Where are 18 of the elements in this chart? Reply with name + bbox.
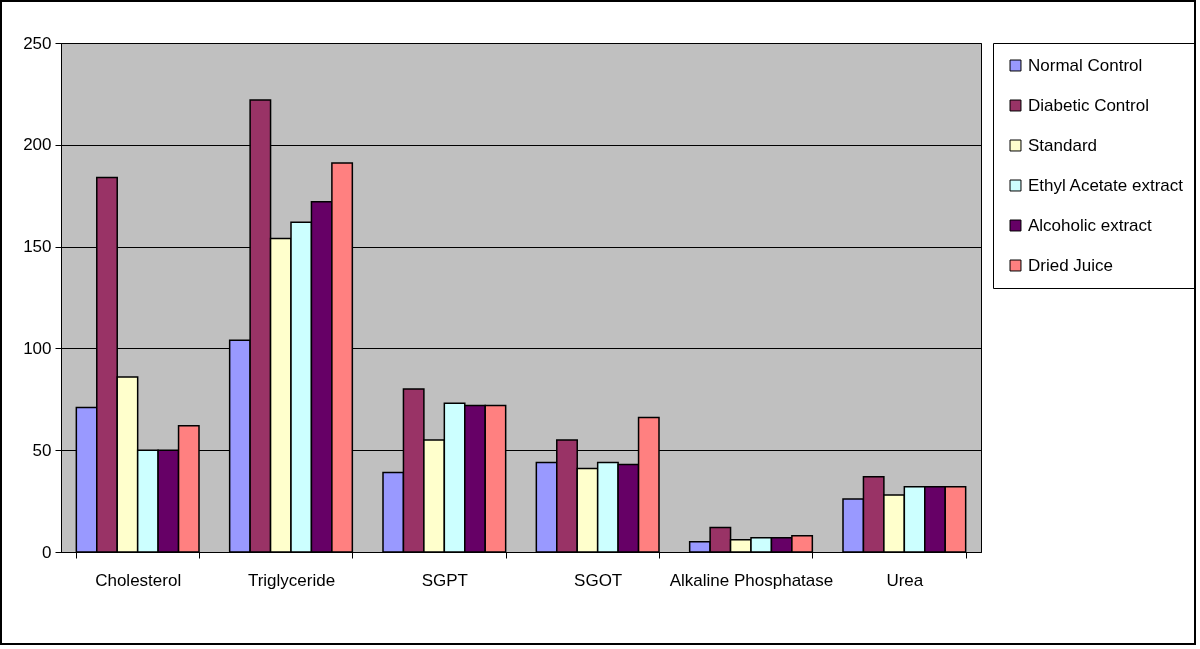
legend-label: Alcoholic extract (1028, 215, 1153, 235)
y-tick-label: 50 (32, 440, 52, 460)
legend-label: Dried Juice (1028, 255, 1114, 275)
x-tick-label: SGOT (574, 570, 623, 590)
y-tick-label: 0 (42, 542, 52, 562)
legend-label: Standard (1028, 135, 1097, 155)
y-tick-label: 250 (23, 33, 52, 53)
legend-label: Normal Control (1028, 55, 1143, 75)
y-tick-label: 150 (23, 237, 52, 257)
legend-label: Diabetic Control (1028, 95, 1149, 115)
y-tick-label: 100 (23, 338, 52, 358)
x-tick-label: Alkaline Phosphatase (669, 570, 834, 590)
x-tick-label: Cholesterol (95, 570, 182, 590)
y-tick-label: 200 (23, 135, 52, 155)
legend-label: Ethyl Acetate extract (1028, 175, 1184, 195)
x-tick-label: Triglyceride (247, 570, 336, 590)
x-tick-label: Urea (886, 570, 924, 590)
x-tick-label: SGPT (421, 570, 468, 590)
